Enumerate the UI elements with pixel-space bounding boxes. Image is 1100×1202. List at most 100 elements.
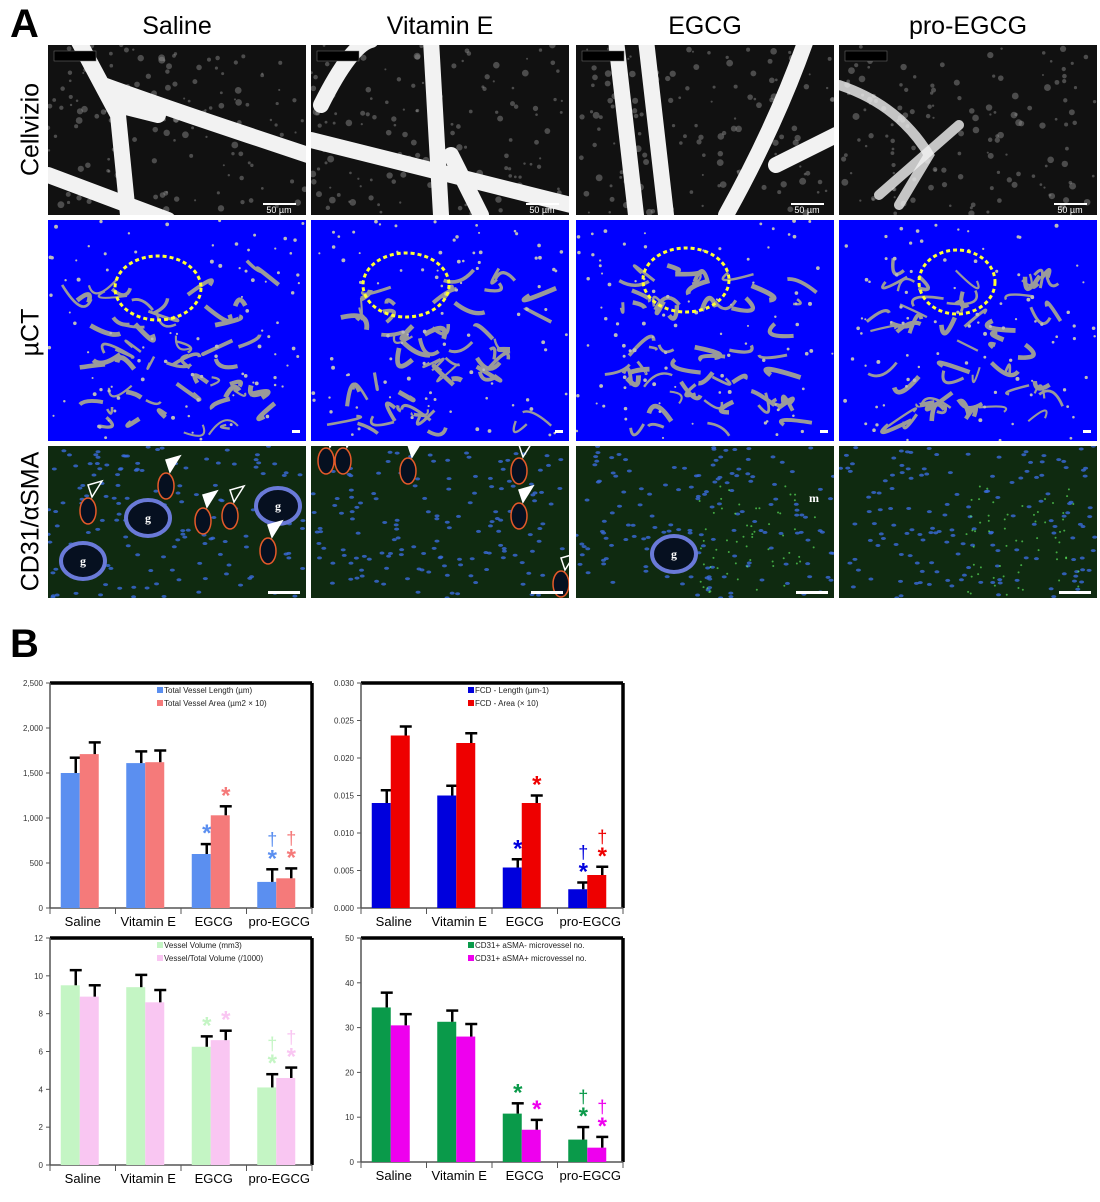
significance-asterisk: * [221, 782, 231, 809]
legend-swatch [157, 700, 163, 706]
bar [568, 1139, 588, 1162]
bar [568, 889, 588, 908]
bar [191, 1046, 211, 1165]
arrowhead-icon [87, 479, 104, 499]
x-tick-label: pro-EGCG [560, 914, 621, 929]
x-tick-label: Vitamin E [432, 1168, 488, 1183]
y-tick-label: 0 [39, 1161, 44, 1170]
scale-bar [531, 591, 563, 594]
x-tick-label: pro-EGCG [249, 914, 310, 929]
arrowhead-icon [518, 446, 531, 459]
y-tick-label: 1,000 [23, 814, 44, 823]
bar [587, 1147, 607, 1162]
column-title-egcg: EGCG [668, 12, 742, 40]
scale-bar-label: 50 µm [266, 205, 291, 215]
bar [521, 803, 541, 908]
bar [502, 867, 522, 908]
chart-fcd: 0.000 0.005 0.010 0.015 0.020 0.025 0.030 Salin… [311, 670, 631, 932]
legend-swatch [468, 700, 474, 706]
y-tick-label: 0.000 [334, 904, 355, 913]
bar [587, 875, 607, 908]
significance-asterisk: * [202, 1012, 212, 1039]
significance-dagger: † [286, 1028, 296, 1048]
arrowhead-icon [560, 554, 569, 572]
cellvizio-image: 50 µm [48, 45, 306, 215]
bar [79, 754, 99, 908]
legend-swatch [468, 955, 474, 961]
chart-microvessel-count: 0 10 20 30 40 50 Saline Vitamin E EGCG pro-EGCG * *… [311, 925, 631, 1195]
y-tick-label: 0.020 [334, 754, 355, 763]
legend-label: CD31+ aSMA- microvessel no. [475, 941, 585, 950]
bar [60, 773, 80, 908]
cd31-asma-histology-image: g g g [48, 446, 306, 598]
micro-ct-image [576, 220, 834, 441]
x-tick-label: EGCG [506, 914, 544, 929]
scale-bar [268, 591, 300, 594]
significance-dagger: † [267, 1034, 277, 1054]
chart-vessel-length-area: 0 500 1,000 1,500 2,000 2,500 Saline Vitamin E E… [0, 670, 320, 932]
scale-bar [1059, 591, 1091, 594]
bar [145, 762, 165, 908]
legend-label: FCD - Area (× 10) [475, 699, 539, 708]
micro-ct-image [839, 220, 1097, 441]
y-tick-label: 0.030 [334, 679, 355, 688]
significance-dagger: † [578, 1087, 588, 1107]
x-tick-label: EGCG [506, 1168, 544, 1183]
bar [456, 1036, 476, 1162]
panel-b-letter: B [10, 622, 39, 666]
significance-asterisk: * [532, 772, 542, 799]
column-title-vitamin-e: Vitamin E [386, 12, 494, 40]
bar [456, 743, 476, 908]
legend-label: Total Vessel Area (µm2 × 10) [164, 699, 267, 708]
legend-swatch [468, 942, 474, 948]
y-tick-label: 6 [39, 1048, 44, 1057]
y-tick-label: 0 [350, 1158, 355, 1167]
y-tick-label: 2,500 [23, 679, 44, 688]
y-tick-label: 0.015 [334, 792, 355, 801]
cellvizio-image: 50 µm [839, 45, 1097, 215]
chart-vessel-volume: 0 2 4 6 8 10 12 Saline Vitamin E EGCG pro-EGCG * * † V… [0, 925, 320, 1195]
bar [60, 985, 80, 1165]
bar [437, 1021, 457, 1162]
bar [521, 1129, 541, 1162]
significance-asterisk: * [202, 820, 212, 847]
gland-label: g [145, 511, 151, 525]
roi-circle [641, 246, 731, 314]
y-tick-label: 0.010 [334, 829, 355, 838]
legend-swatch [157, 687, 163, 693]
legend-label: Vessel/Total Volume (/1000) [164, 954, 264, 963]
y-tick-label: 50 [345, 934, 354, 943]
x-tick-label: Saline [376, 914, 412, 929]
x-tick-label: pro-EGCG [249, 1171, 310, 1186]
legend-label: Total Vessel Length (µm) [164, 686, 253, 695]
legend-label: CD31+ aSMA+ microvessel no. [475, 954, 587, 963]
scale-bar-label: 50 µm [794, 205, 819, 215]
gland-label: g [80, 554, 86, 568]
arrowhead-icon [328, 446, 332, 449]
significance-dagger: † [267, 829, 277, 849]
bar [437, 795, 457, 908]
significance-asterisk: * [579, 1103, 589, 1130]
bar [371, 803, 391, 908]
micro-ct-image [48, 220, 306, 441]
significance-asterisk: * [287, 1044, 297, 1071]
bar [276, 1077, 296, 1165]
y-tick-label: 8 [39, 1010, 44, 1019]
bar [390, 1025, 410, 1162]
gland-label: g [275, 499, 281, 513]
cellvizio-image: 50 µm [576, 45, 834, 215]
cd31-asma-histology-image [311, 446, 569, 598]
bar [210, 1040, 230, 1165]
scale-bar-label: 50 µm [1057, 205, 1082, 215]
column-title-pro-egcg: pro-EGCG [908, 12, 1028, 40]
x-tick-label: Saline [65, 914, 101, 929]
x-tick-label: pro-EGCG [560, 1168, 621, 1183]
arrowhead-icon [202, 489, 219, 509]
significance-asterisk: * [598, 843, 608, 870]
legend-swatch [157, 955, 163, 961]
significance-asterisk: * [532, 1096, 542, 1123]
row-label-cd31-asma: CD31/αSMA [16, 451, 45, 592]
y-tick-label: 12 [34, 934, 43, 943]
significance-asterisk: * [513, 835, 523, 862]
